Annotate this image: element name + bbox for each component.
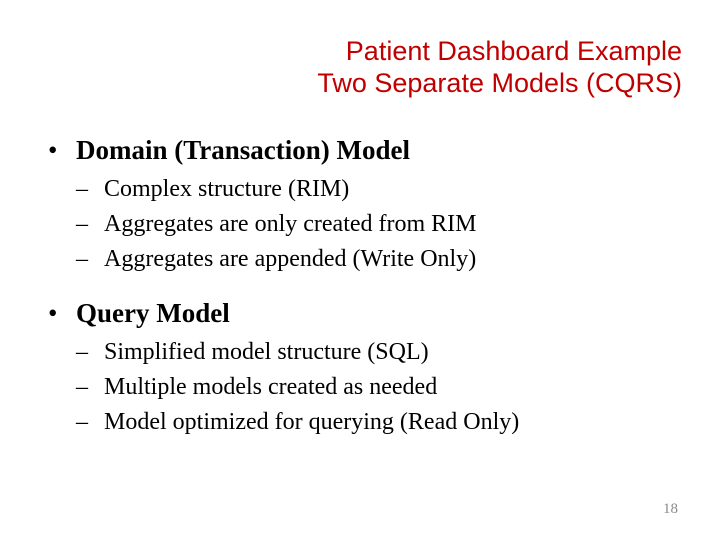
list-item: – Simplified model structure (SQL) (48, 337, 672, 368)
list-item-text: Model optimized for querying (Read Only) (104, 409, 519, 435)
list-item: – Aggregates are only created from RIM (48, 209, 672, 240)
section-heading: • Query Model (48, 298, 672, 329)
list-item: – Aggregates are appended (Write Only) (48, 244, 672, 275)
list-item: – Complex structure (RIM) (48, 174, 672, 205)
slide-body: • Domain (Transaction) Model – Complex s… (48, 135, 672, 442)
dash-icon: – (76, 372, 88, 403)
list-item: – Model optimized for querying (Read Onl… (48, 407, 672, 438)
section-heading: • Domain (Transaction) Model (48, 135, 672, 166)
dash-icon: – (76, 244, 88, 275)
dash-icon: – (76, 337, 88, 368)
section-gap (48, 280, 672, 298)
section-heading-text: Domain (Transaction) Model (76, 135, 410, 165)
list-item-text: Aggregates are appended (Write Only) (104, 246, 476, 272)
title-line-1: Patient Dashboard Example (0, 36, 682, 68)
dash-icon: – (76, 407, 88, 438)
list-item-text: Simplified model structure (SQL) (104, 339, 429, 365)
bullet-icon: • (48, 298, 57, 329)
list-item: – Multiple models created as needed (48, 372, 672, 403)
section-heading-text: Query Model (76, 298, 230, 328)
bullet-icon: • (48, 135, 57, 166)
list-item-text: Aggregates are only created from RIM (104, 211, 477, 237)
title-line-2: Two Separate Models (CQRS) (0, 68, 682, 100)
dash-icon: – (76, 174, 88, 205)
slide: Patient Dashboard Example Two Separate M… (0, 0, 720, 540)
list-item-text: Complex structure (RIM) (104, 176, 349, 202)
dash-icon: – (76, 209, 88, 240)
slide-title: Patient Dashboard Example Two Separate M… (0, 36, 682, 100)
page-number: 18 (663, 501, 678, 518)
list-item-text: Multiple models created as needed (104, 374, 437, 400)
